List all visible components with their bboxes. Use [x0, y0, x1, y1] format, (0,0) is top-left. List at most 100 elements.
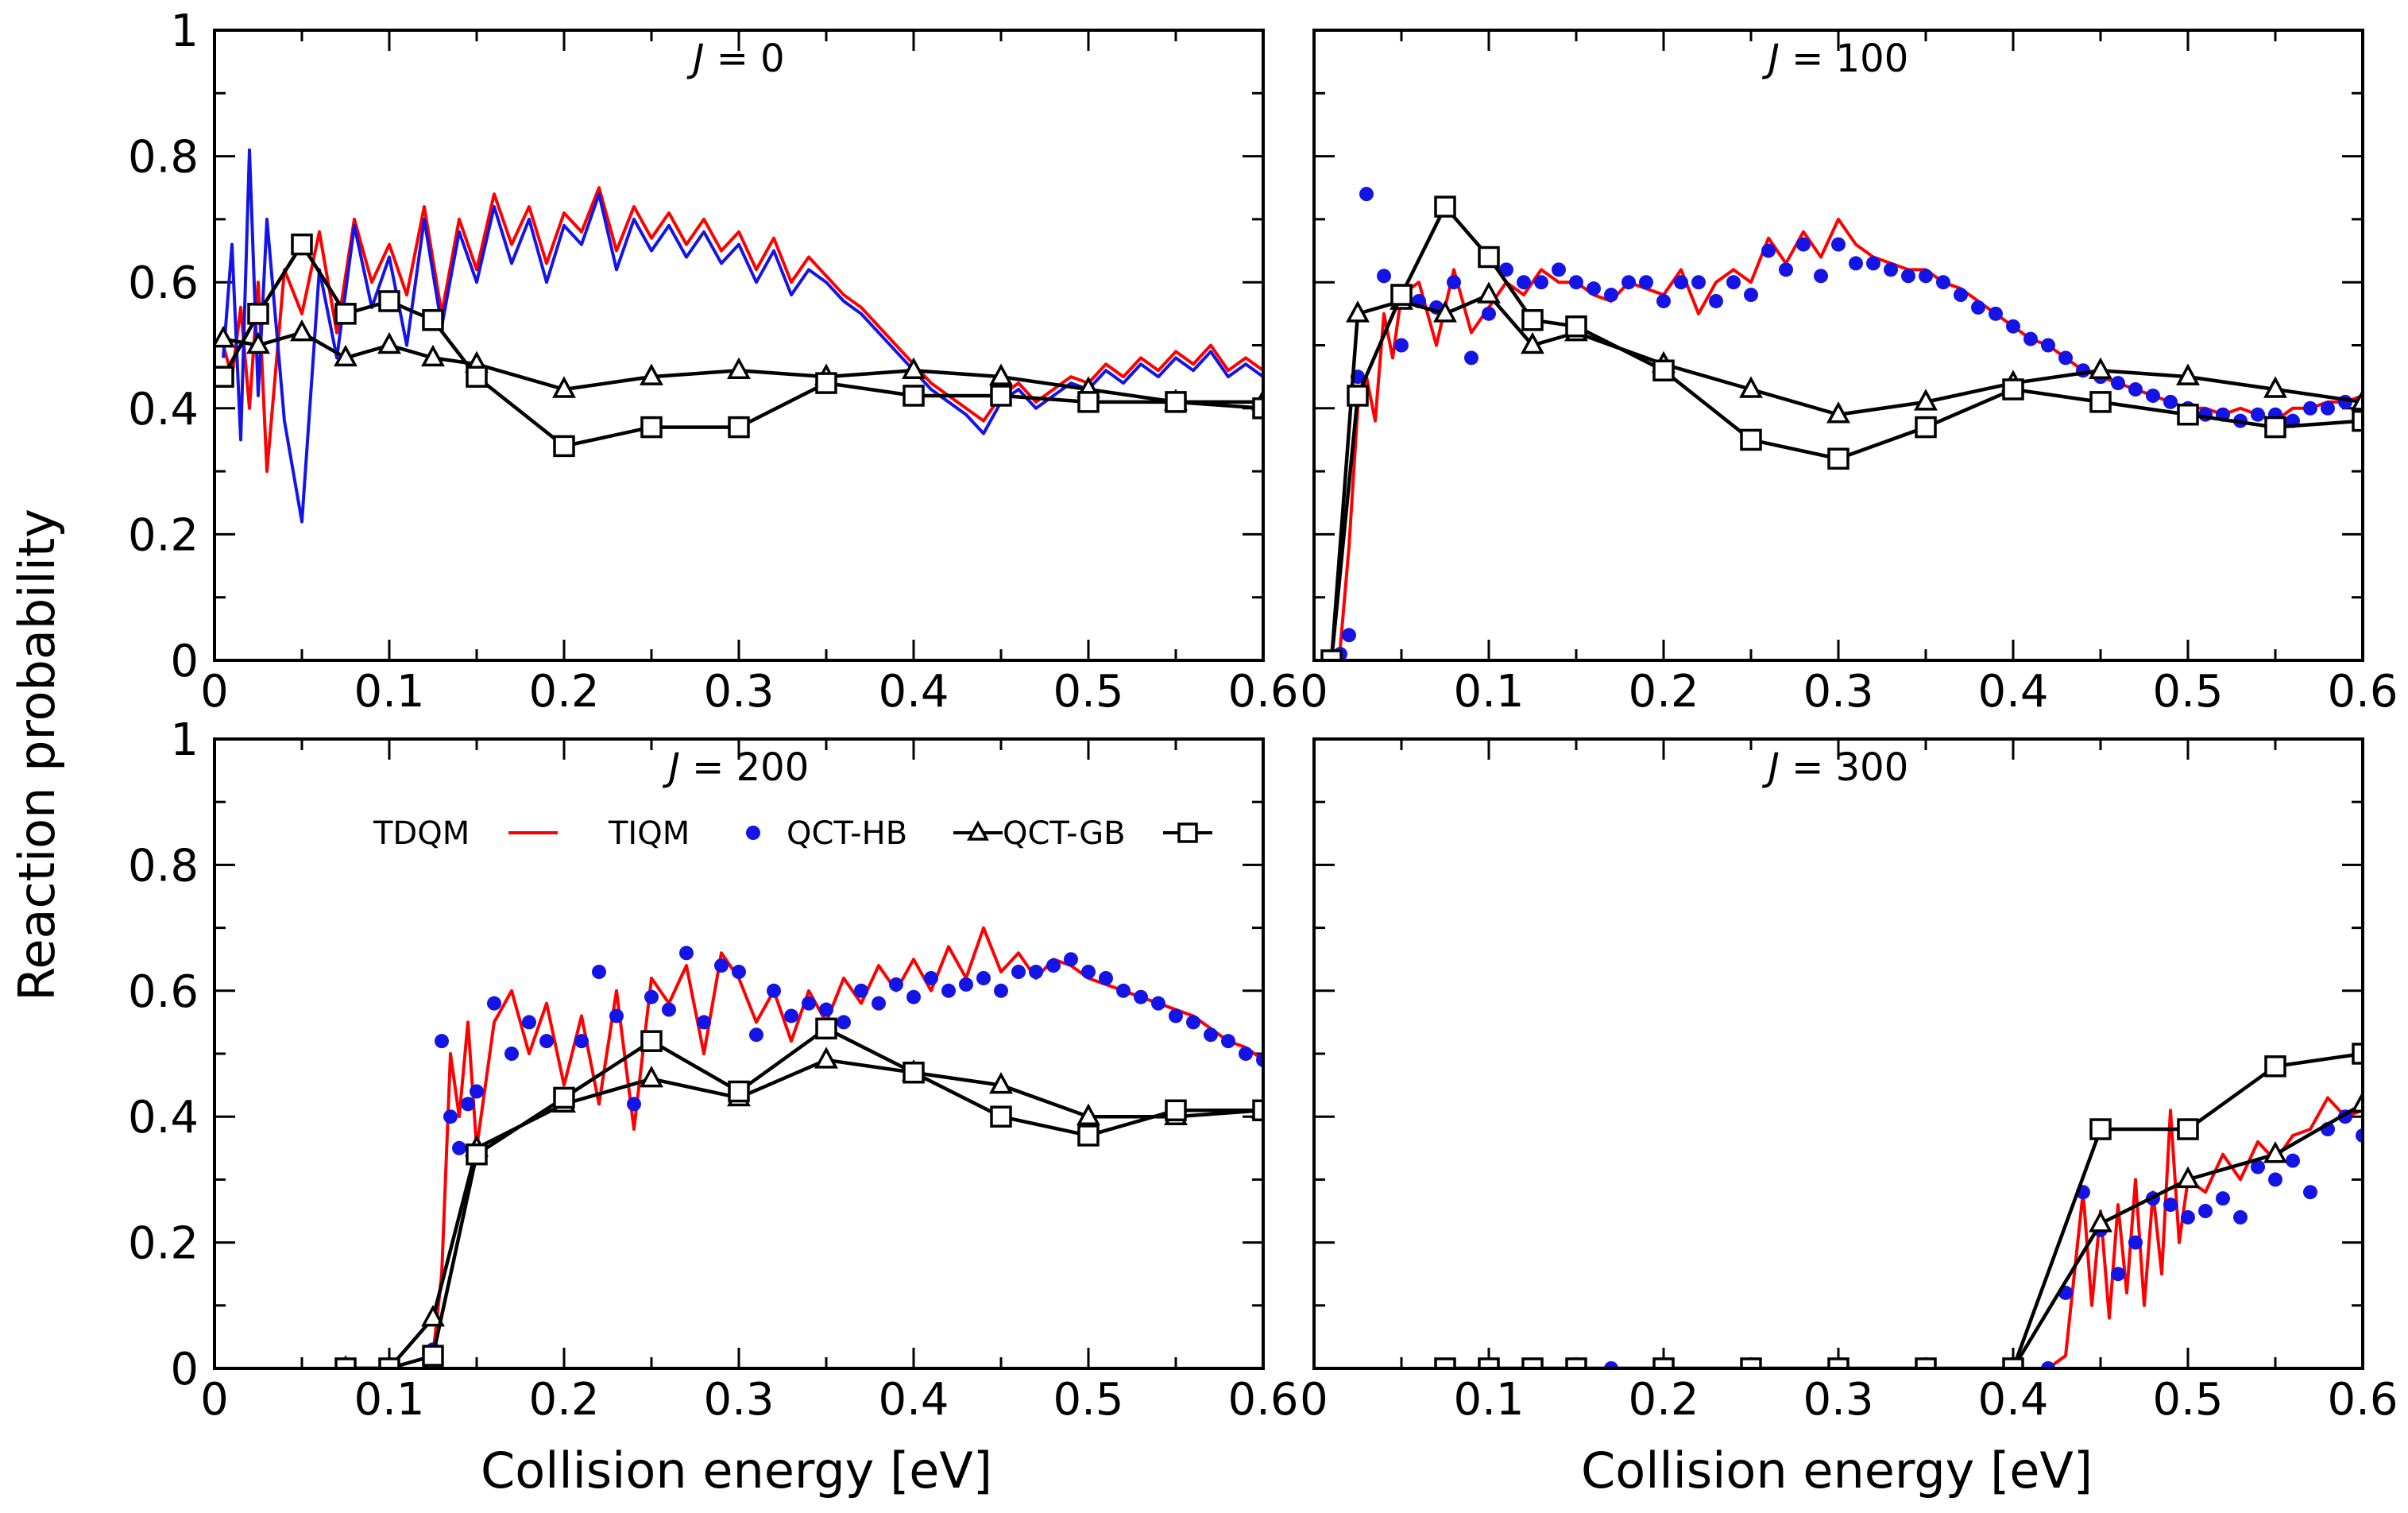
tiqm-point — [1656, 293, 1671, 308]
qct-hb-marker — [989, 1071, 1013, 1094]
tiqm-point — [522, 1015, 536, 1030]
tiqm-point — [1779, 262, 1793, 277]
tiqm-point — [1046, 958, 1061, 973]
tiqm-point — [2163, 1198, 2178, 1213]
tiqm-point — [539, 1034, 554, 1049]
x-tick-label: 0.4 — [1977, 666, 2048, 718]
qct-gb-marker — [334, 1357, 357, 1368]
tiqm-point — [470, 1084, 484, 1099]
qct-gb-marker — [1565, 315, 1587, 338]
qct-hb-marker — [377, 331, 401, 354]
tiqm-point — [644, 989, 659, 1004]
tiqm-point — [924, 970, 938, 985]
tiqm-point — [1394, 338, 1409, 353]
tiqm-point — [1499, 262, 1513, 277]
tiqm-point — [2286, 1153, 2300, 1168]
panel-data — [334, 926, 1263, 1368]
tiqm-point — [889, 977, 903, 992]
tiqm-point — [1517, 275, 1531, 290]
qct-hb-marker — [215, 325, 235, 348]
tiqm-point — [443, 1109, 458, 1124]
tiqm-point — [1849, 256, 1863, 271]
qct-hb-marker — [552, 376, 576, 398]
tiqm-point — [504, 1047, 519, 1061]
qct-hb-marker — [1477, 281, 1501, 304]
tiqm-point — [1709, 293, 1723, 308]
tiqm-point — [1761, 243, 1776, 258]
tiqm-point — [2111, 1267, 2125, 1282]
qct-gb-marker — [1252, 397, 1263, 420]
tiqm-point — [1691, 275, 1706, 290]
qct-gb-marker — [422, 1345, 444, 1367]
x-tick-label: 0.4 — [878, 1374, 949, 1426]
qct-gb-marker — [553, 1086, 575, 1109]
tiqm-point — [1901, 269, 1915, 284]
qct-gb-marker — [815, 372, 837, 394]
x-axis-title-right: Collision energy [eV] — [1581, 1441, 2093, 1499]
tiqm-point — [662, 1002, 676, 1017]
x-tick-label: 0.3 — [1803, 1374, 1873, 1426]
tiqm-point — [2303, 400, 2317, 416]
tiqm-point — [2128, 1235, 2143, 1250]
tiqm-point — [837, 1015, 851, 1030]
qct-hb-marker — [2176, 1166, 2200, 1189]
x-tick-label: 0.2 — [528, 666, 599, 718]
tiqm-point — [1029, 965, 1043, 980]
tiqm-point — [1116, 983, 1131, 998]
tiqm-point — [1587, 281, 1601, 296]
panel-title: J = 100 — [1762, 37, 1909, 81]
tiqm-point — [2233, 1209, 2248, 1225]
tiqm-point — [461, 1097, 475, 1112]
tiqm-point — [1534, 275, 1548, 290]
tiqm-point — [1134, 989, 1148, 1004]
qct-gb-marker — [640, 1030, 663, 1052]
tdqm-line — [423, 926, 1263, 1368]
qct-hb-marker — [1521, 331, 1544, 354]
tiqm-point — [802, 996, 816, 1011]
qct-gb-marker — [1827, 1357, 1849, 1368]
legend-label-tdqm: TDQM — [373, 815, 470, 852]
tiqm-point — [2268, 1172, 2282, 1187]
x-tick-label: 0.3 — [703, 1374, 774, 1426]
qct-gb-marker — [2264, 416, 2286, 439]
x-tick-label: 0.6 — [2327, 666, 2398, 718]
x-tick-label: 0 — [200, 666, 229, 718]
tiqm-point — [2251, 1159, 2265, 1174]
y-tick-label: 0.4 — [128, 384, 199, 435]
qct-gb-marker — [903, 1062, 925, 1084]
tiqm-point — [959, 977, 973, 992]
qct-hb-marker — [727, 357, 751, 379]
panel-data — [215, 148, 1263, 524]
x-tick-label: 0.5 — [1053, 1374, 1123, 1426]
panel-1: 0 0.1 0.2 0.3 0.4 0.5 0.6 J = 100 — [1300, 29, 2398, 718]
tiqm-point — [784, 1008, 798, 1023]
qct-gb-marker — [728, 416, 750, 439]
qct-gb-marker — [1521, 1357, 1544, 1368]
y-tick-label: 0 — [170, 636, 199, 687]
tiqm-point — [1989, 306, 2003, 321]
qct-hb-line — [1329, 292, 2363, 660]
qct-gb-marker — [1077, 391, 1100, 413]
qct-gb-marker — [1077, 1124, 1100, 1147]
tdqm-line — [222, 186, 1263, 474]
qct-hb-marker — [989, 363, 1013, 385]
tiqm-point — [2251, 407, 2265, 422]
tiqm-point — [627, 1097, 641, 1112]
x-tick-label: 0 — [1300, 1374, 1328, 1426]
tiqm-point — [1639, 275, 1653, 290]
tiqm-point — [574, 1034, 589, 1049]
qct-hb-marker — [2351, 389, 2363, 411]
tiqm-point — [976, 970, 991, 985]
qct-hb-line — [222, 331, 1263, 404]
tiqm-point — [1552, 262, 1566, 277]
qct-gb-marker — [466, 1143, 488, 1166]
tiqm-point — [1604, 288, 1618, 303]
x-tick-label: 0.2 — [1628, 666, 1699, 718]
tiqm-point — [1919, 269, 1933, 284]
qct-gb-line — [1329, 204, 2363, 660]
legend-label-tiqm: TIQM — [608, 815, 690, 852]
qct-hb-marker — [640, 1066, 663, 1088]
tiqm-point — [452, 1140, 466, 1155]
